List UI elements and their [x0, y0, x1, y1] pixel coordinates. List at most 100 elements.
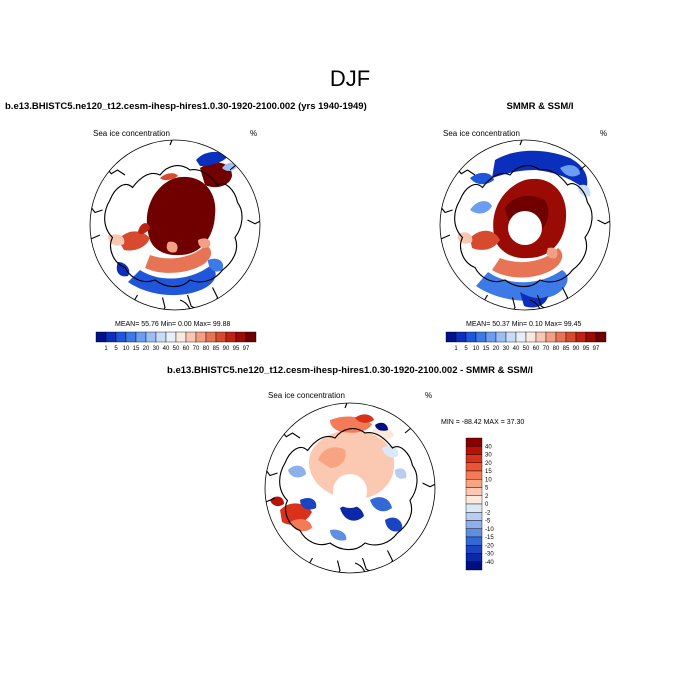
diff-colorbar-cell: [465, 479, 483, 488]
diff-colorbar-tick-label: -40: [485, 560, 494, 566]
obs-stats: MEAN= 50.37 Min= 0.10 Max= 99.45: [466, 321, 582, 328]
model-colorbar-tick-label: 50: [173, 346, 180, 352]
obs-colorbar-cell: [495, 331, 507, 343]
diff-colorbar-tick-label: 40: [485, 444, 492, 450]
obs-map-boundary: [439, 139, 611, 311]
obs-colorbar-tick-label: 40: [513, 346, 520, 352]
diff-colorbar-cell: [465, 528, 483, 538]
model-colorbar-cell: [95, 331, 107, 343]
diff-colorbar-tick-label: -10: [485, 527, 494, 533]
model-colorbar-cell: [135, 331, 147, 343]
obs-colorbar-tick-label: 97: [593, 346, 600, 352]
obs-map-panel: [440, 140, 610, 310]
obs-colorbar-cell: [505, 331, 517, 343]
obs-subtitle: SMMR & SSM/I: [506, 101, 574, 112]
obs-colorbar-cell: [555, 331, 567, 343]
diff-colorbar-cell: [465, 437, 483, 447]
diff-colorbar-tick-label: -2: [485, 510, 491, 516]
obs-colorbar-tick-label: 80: [553, 346, 560, 352]
diff-colorbar-cell: [465, 520, 483, 529]
model-colorbar-cell: [125, 331, 137, 343]
diff-colorbar-cell: [465, 561, 483, 571]
diff-colorbar-cell: [465, 536, 483, 546]
model-colorbar-cell: [215, 331, 227, 343]
diff-field: [270, 414, 407, 541]
main-title: DJF: [329, 66, 371, 91]
obs-colorbar-cell: [545, 331, 557, 343]
diff-colorbar-cell: [465, 454, 483, 463]
model-colorbar-cell: [105, 331, 117, 343]
model-colorbar-cell: [155, 331, 167, 343]
model-colorbar-tick-label: 20: [143, 346, 150, 352]
obs-colorbar: 1 5 10 15 20 30 40 50 60 70 80 85 90 95 97: [445, 331, 607, 352]
obs-units-label: %: [600, 129, 608, 138]
model-colorbar-tick-label: 95: [233, 346, 240, 352]
model-colorbar-tick-label: 15: [133, 346, 140, 352]
diff-colorbar-cell: [465, 470, 483, 480]
diff-pole-hole: [333, 474, 367, 508]
model-colorbar-cell: [235, 331, 247, 343]
diff-colorbar-cell: [465, 503, 483, 513]
obs-colorbar-tick-label: 95: [583, 346, 590, 352]
obs-colorbar-cell: [445, 331, 457, 343]
obs-variable-label: Sea ice concentration: [443, 129, 520, 138]
model-colorbar-cell: [225, 331, 237, 343]
obs-colorbar-tick-label: 30: [503, 346, 510, 352]
diff-colorbar-tick-label: 30: [485, 453, 492, 459]
model-colorbar-cell: [245, 331, 257, 343]
model-variable-label: Sea ice concentration: [93, 129, 170, 138]
diff-colorbar-tick-label: 0: [485, 502, 489, 508]
diff-map-panel: [265, 403, 435, 573]
obs-colorbar-tick-label: 20: [493, 346, 500, 352]
obs-colorbar-cell: [475, 331, 487, 343]
obs-colorbar-tick-label: 5: [464, 346, 468, 352]
model-subtitle: b.e13.BHISTC5.ne120_t12.cesm-ihesp-hires…: [5, 101, 367, 112]
obs-colorbar-cell: [595, 331, 607, 343]
obs-colorbar-cell: [515, 331, 527, 343]
obs-colorbar-tick-label: 85: [563, 346, 570, 352]
diff-colorbar-tick-label: 2: [485, 494, 489, 500]
model-colorbar-tick-label: 5: [114, 346, 118, 352]
obs-colorbar-cell: [565, 331, 577, 343]
diff-colorbar-tick-label: -5: [485, 519, 491, 525]
obs-colorbar-cell: [465, 331, 477, 343]
model-colorbar-tick-label: 70: [193, 346, 200, 352]
model-colorbar-tick-label: 85: [213, 346, 220, 352]
diff-colorbar-tick-label: -15: [485, 535, 494, 541]
model-colorbar-tick-label: 90: [223, 346, 230, 352]
model-colorbar-tick-label: 97: [243, 346, 250, 352]
model-colorbar-tick-label: 80: [203, 346, 210, 352]
model-ice-field: [108, 151, 236, 296]
diff-colorbar-cell: [465, 487, 483, 496]
diff-colorbar-cell: [465, 553, 483, 562]
model-stats: MEAN= 55.76 Min= 0.00 Max= 99.88: [115, 321, 231, 328]
model-map-panel: [90, 140, 260, 310]
model-colorbar-tick-label: 30: [153, 346, 160, 352]
diff-colorbar-cell: [465, 462, 483, 472]
diff-colorbar-tick-label: 15: [485, 469, 492, 475]
diff-colorbar-cell: [465, 446, 483, 455]
model-colorbar-cell: [145, 331, 157, 343]
model-colorbar-cell: [195, 331, 207, 343]
obs-colorbar-tick-label: 10: [473, 346, 480, 352]
model-colorbar-tick-label: 1: [104, 346, 108, 352]
model-colorbar-cell: [115, 331, 127, 343]
obs-colorbar-cell: [455, 331, 467, 343]
diff-stats: MIN = -88.42 MAX = 37.30: [441, 419, 525, 426]
model-units-label: %: [250, 129, 258, 138]
obs-colorbar-tick-label: 70: [543, 346, 550, 352]
model-colorbar: 1 5 10 15 20 30 40 50 60 70 80 85 90 95 97: [95, 331, 257, 352]
diff-subtitle: b.e13.BHISTC5.ne120_t12.cesm-ihesp-hires…: [167, 365, 533, 376]
obs-pole-hole: [508, 211, 542, 245]
model-colorbar-tick-label: 60: [183, 346, 190, 352]
model-colorbar-cell: [175, 331, 187, 343]
obs-colorbar-tick-label: 50: [523, 346, 530, 352]
obs-colorbar-cell: [575, 331, 587, 343]
model-colorbar-cell: [205, 331, 217, 343]
model-colorbar-tick-label: 40: [163, 346, 170, 352]
obs-colorbar-tick-label: 60: [533, 346, 540, 352]
model-colorbar-cell: [185, 331, 197, 343]
obs-colorbar-cell: [525, 331, 537, 343]
diff-map-boundary: [264, 402, 436, 574]
